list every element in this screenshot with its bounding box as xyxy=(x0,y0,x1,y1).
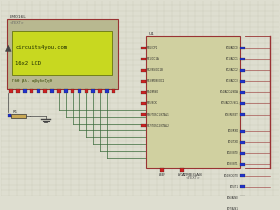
Text: AREF: AREF xyxy=(159,173,166,177)
Bar xyxy=(37,89,40,93)
Text: PB7/TOSC2/XTAL2: PB7/TOSC2/XTAL2 xyxy=(147,124,169,128)
Bar xyxy=(91,89,95,93)
Bar xyxy=(141,113,146,116)
Text: <TEXT>: <TEXT> xyxy=(185,176,200,180)
Bar xyxy=(71,89,74,93)
Text: PD0/RXD: PD0/RXD xyxy=(228,129,239,133)
Bar xyxy=(240,174,245,177)
Bar xyxy=(240,69,245,72)
Text: PD2/INT0: PD2/INT0 xyxy=(227,151,239,155)
Text: Γδθ βλ. αβγδεζηθ: Γδθ βλ. αβγδεζηθ xyxy=(13,79,52,83)
Bar xyxy=(240,207,245,210)
Bar xyxy=(240,113,245,116)
Bar xyxy=(240,185,245,188)
Bar xyxy=(78,89,81,93)
Text: circuits4you.com: circuits4you.com xyxy=(15,45,67,50)
Text: PD4/XCK/T0: PD4/XCK/T0 xyxy=(224,173,239,178)
Bar xyxy=(240,152,245,155)
Text: U1: U1 xyxy=(148,32,154,36)
Text: ATMEGA8: ATMEGA8 xyxy=(182,173,203,177)
Bar xyxy=(141,69,146,72)
Bar xyxy=(141,102,146,105)
Bar xyxy=(16,89,20,93)
Text: PB4/MISO: PB4/MISO xyxy=(147,90,159,94)
Bar xyxy=(43,89,47,93)
Bar xyxy=(98,89,102,93)
Bar xyxy=(160,168,164,172)
Bar xyxy=(240,141,245,144)
Text: 16x2 LCD: 16x2 LCD xyxy=(15,62,41,67)
Text: PB1/OC1A: PB1/OC1A xyxy=(147,57,159,61)
Bar xyxy=(57,89,61,93)
Bar xyxy=(141,80,146,83)
Bar xyxy=(240,130,245,133)
Bar xyxy=(11,114,26,118)
Text: PC0/ADC0: PC0/ADC0 xyxy=(226,46,239,50)
Text: PC6/RESET: PC6/RESET xyxy=(225,113,239,117)
Text: PC5/ADC5/SCL: PC5/ADC5/SCL xyxy=(220,101,239,105)
Text: PD5/T1: PD5/T1 xyxy=(230,185,239,189)
Bar xyxy=(105,89,109,93)
Bar xyxy=(240,163,245,166)
Bar xyxy=(141,58,146,60)
Bar xyxy=(8,114,11,117)
Text: R1: R1 xyxy=(13,110,18,114)
Bar xyxy=(30,89,33,93)
Text: PB0/ICP1: PB0/ICP1 xyxy=(147,46,158,50)
Bar xyxy=(240,80,245,83)
Bar xyxy=(240,196,245,199)
Bar xyxy=(85,89,88,93)
Bar xyxy=(50,89,54,93)
Bar xyxy=(240,47,245,49)
Bar xyxy=(112,89,115,93)
Text: PB2/SS/OC1B: PB2/SS/OC1B xyxy=(147,68,164,72)
Bar xyxy=(141,124,146,127)
Text: PB6/TOSC1/XTAL1: PB6/TOSC1/XTAL1 xyxy=(147,113,169,117)
Bar xyxy=(240,102,245,105)
Text: PC4/ADC4/SDA: PC4/ADC4/SDA xyxy=(220,90,239,94)
Bar xyxy=(146,36,240,168)
Bar xyxy=(240,58,245,60)
Text: PC1/ADC1: PC1/ADC1 xyxy=(226,57,239,61)
Text: PC3/ADC3: PC3/ADC3 xyxy=(226,79,239,83)
Bar xyxy=(180,168,183,172)
Bar xyxy=(13,30,112,75)
Bar xyxy=(240,91,245,94)
Bar xyxy=(64,89,67,93)
Bar xyxy=(9,89,13,93)
Bar xyxy=(23,89,27,93)
Text: PB3/MOSI/OC2: PB3/MOSI/OC2 xyxy=(147,79,165,83)
Text: PD6/AIN0: PD6/AIN0 xyxy=(227,196,239,200)
Text: LM016L: LM016L xyxy=(10,15,26,19)
Text: PB5/SCK: PB5/SCK xyxy=(147,101,157,105)
Text: <TEXT>: <TEXT> xyxy=(10,21,24,25)
Bar xyxy=(7,19,118,89)
Text: PD1/TXD: PD1/TXD xyxy=(228,140,239,144)
Text: PC2/ADC2: PC2/ADC2 xyxy=(226,68,239,72)
Text: PD7/AIN1: PD7/AIN1 xyxy=(227,207,239,210)
Bar xyxy=(141,47,146,49)
Text: AVCC: AVCC xyxy=(178,173,185,177)
Text: PD3/INT1: PD3/INT1 xyxy=(227,163,239,167)
Bar xyxy=(141,91,146,94)
